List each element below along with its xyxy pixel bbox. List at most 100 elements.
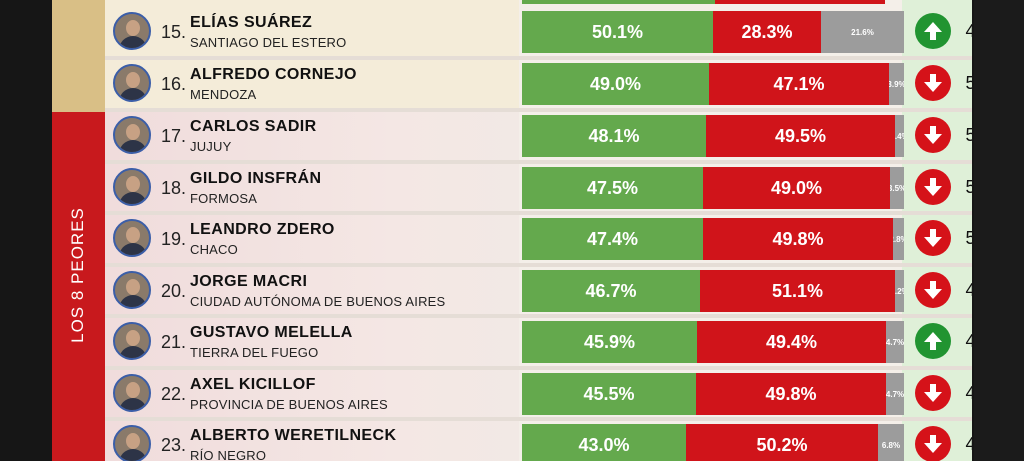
governor-row: 22. AXEL KICILLOF PROVINCIA DE BUENOS AIRE… — [105, 366, 972, 417]
governor-name: CARLOS SADIR — [190, 118, 317, 135]
no-answer-segment: 6.8% — [878, 424, 904, 461]
section-band-worst — [52, 112, 105, 461]
governor-row: 19.LEANDRO ZDERO CHACO 47.4%49.8%2.8% 50.4% — [105, 211, 972, 262]
arrow-down-icon — [915, 220, 951, 256]
arrow-down-icon — [915, 169, 951, 205]
approval-bar: 49.0%47.1%3.9% — [522, 63, 909, 105]
approve-segment: 47.5% — [522, 167, 703, 209]
approval-bar: 47.5%49.0%3.5% — [522, 167, 909, 209]
section-band-top — [52, 0, 105, 112]
governor-photo — [113, 116, 151, 154]
previous-row-edge — [522, 0, 897, 4]
governor-name: ALBERTO WERETILNECK — [190, 427, 397, 444]
no-answer-segment: 2.4% — [895, 115, 904, 157]
approval-bar: 46.7%51.1%2.2% — [522, 270, 909, 312]
rank-number: 19. — [161, 229, 187, 249]
no-answer-segment: 4.7% — [886, 321, 904, 363]
disapprove-segment: 51.1% — [700, 270, 895, 312]
province-name: SANTIAGO DEL ESTERO — [190, 35, 347, 50]
disapprove-segment: 49.0% — [703, 167, 890, 209]
governor-name: ALFREDO CORNEJO — [190, 66, 357, 83]
no-answer-segment: 2.2% — [895, 270, 904, 312]
governor-name: GUSTAVO MELELLA — [190, 324, 353, 341]
province-name: JUJUY — [190, 139, 232, 154]
row-separator — [105, 108, 972, 112]
row-separator — [105, 56, 972, 60]
province-name: RÍO NEGRO — [190, 448, 267, 461]
row-separator — [105, 160, 972, 164]
ranking-panel: LOS 8 PEORES 15. ELÍAS SUÁREZ SANTIAGO DEL… — [52, 0, 972, 461]
row-separator — [105, 263, 972, 267]
row-separator — [105, 314, 972, 318]
row-separator — [105, 211, 972, 215]
no-answer-segment: 3.9% — [889, 63, 904, 105]
province-name: CHACO — [190, 242, 238, 257]
governor-photo — [113, 219, 151, 257]
row-separator — [105, 366, 972, 370]
approve-segment: 46.7% — [522, 270, 700, 312]
province-name: MENDOZA — [190, 87, 257, 102]
arrow-down-icon — [915, 426, 951, 461]
approve-segment: 45.5% — [522, 373, 696, 415]
row-separator — [105, 417, 972, 421]
rank-number: 20. — [161, 281, 187, 301]
disapprove-segment: 50.2% — [686, 424, 878, 461]
previous-approval: 50.4% — [965, 228, 972, 248]
governor-name: AXEL KICILLOF — [190, 376, 316, 393]
approval-bar: 50.1% 28.3% 21.6% — [522, 11, 909, 53]
previous-approval: 43.8% — [965, 434, 972, 454]
arrow-up-icon — [915, 13, 951, 49]
approve-segment: 43.0% — [522, 424, 686, 461]
right-frame — [974, 0, 1024, 461]
arrow-up-icon — [915, 323, 951, 359]
previous-approval: 45.7% — [965, 383, 972, 403]
previous-approval: 51.1% — [965, 73, 972, 93]
governor-row: 15. ELÍAS SUÁREZ SANTIAGO DEL ESTERO 50.1% 2… — [105, 8, 972, 55]
disapprove-segment: 49.4% — [697, 321, 886, 363]
governor-photo — [113, 64, 151, 102]
disapprove-segment: 28.3% — [713, 11, 821, 53]
governor-row: 16.ALFREDO CORNEJO MENDOZA 49.0%47.1%3.9% 5… — [105, 56, 972, 107]
rank-number: 17. — [161, 126, 187, 146]
governor-row: 18.GILDO INSFRÁN FORMOSA 47.5%49.0%3.5% 50.… — [105, 160, 972, 211]
governor-photo — [113, 168, 151, 206]
disapprove-segment: 47.1% — [709, 63, 889, 105]
arrow-down-icon — [915, 375, 951, 411]
no-answer-segment: 3.5% — [890, 167, 904, 209]
governor-name: LEANDRO ZDERO — [190, 221, 335, 238]
rank-number: 15. — [161, 22, 187, 42]
approve-segment: 45.9% — [522, 321, 697, 363]
approval-bar: 43.0% 50.2% 6.8% — [522, 424, 909, 461]
governor-row: 21. GUSTAVO MELELLA TIERRA DEL FUEGO 45.9% 4… — [105, 314, 972, 365]
governor-name: JORGE MACRI — [190, 273, 308, 290]
arrow-down-icon — [915, 117, 951, 153]
province-name: FORMOSA — [190, 191, 258, 206]
approval-bar: 45.5% 49.8% 4.7% — [522, 373, 909, 415]
no-answer-segment: 2.8% — [893, 218, 904, 260]
province-name: CIUDAD AUTÓNOMA DE BUENOS AIRES — [190, 294, 446, 309]
approval-bar: 45.9% 49.4% 4.7% — [522, 321, 909, 363]
governor-row: 17.CARLOS SADIR JUJUY 48.1%49.5%2.4% 52.4% — [105, 108, 972, 159]
approve-segment: 48.1% — [522, 115, 706, 157]
rank-number: 21. — [161, 332, 187, 352]
disapprove-segment: 49.5% — [706, 115, 895, 157]
governor-photo — [113, 425, 151, 461]
previous-approval: 52.4% — [965, 125, 972, 145]
province-name: PROVINCIA DE BUENOS AIRES — [190, 397, 388, 412]
previous-approval: 48.6% — [965, 280, 972, 300]
approval-bar: 48.1%49.5%2.4% — [522, 115, 909, 157]
governor-photo — [113, 271, 151, 309]
governor-photo — [113, 12, 151, 50]
previous-approval: 50.0% — [965, 177, 972, 197]
approval-bar: 47.4%49.8%2.8% — [522, 218, 909, 260]
governor-name: GILDO INSFRÁN — [190, 170, 322, 187]
previous-approval: 49.5% — [965, 21, 972, 41]
row-background-bottom — [105, 112, 519, 461]
no-answer-segment: 21.6% — [821, 11, 904, 53]
rank-number: 18. — [161, 178, 187, 198]
no-answer-segment: 4.7% — [886, 373, 904, 415]
previous-approval: 43.5% — [965, 331, 972, 351]
approve-segment: 49.0% — [522, 63, 709, 105]
approve-segment: 50.1% — [522, 11, 713, 53]
disapprove-segment: 49.8% — [703, 218, 893, 260]
